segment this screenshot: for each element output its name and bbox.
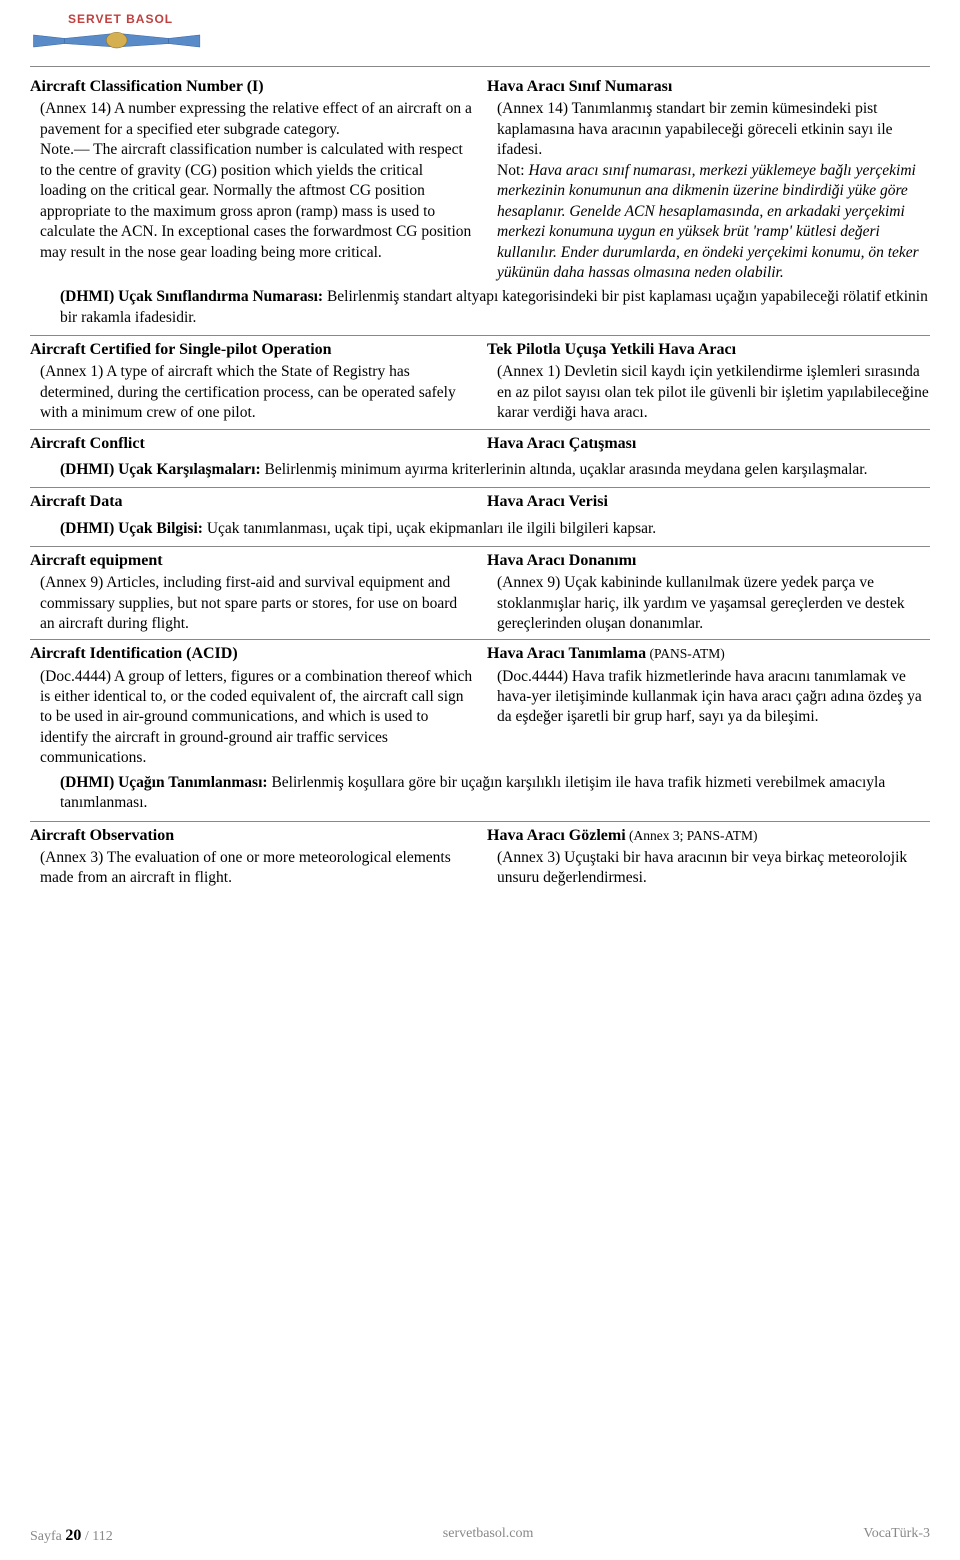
entry-title-en: Aircraft Data (30, 491, 473, 512)
header-divider (30, 66, 930, 67)
entry-body-tr: (Doc.4444) Hava trafik hizmetlerinde hav… (497, 667, 930, 728)
entry: Aircraft Conflict Hava Aracı Çatışması (… (30, 430, 930, 489)
entry: Aircraft equipment (Annex 9) Articles, i… (30, 547, 930, 640)
entry-title-en: Aircraft Certified for Single-pilot Oper… (30, 339, 473, 360)
entry: Aircraft Identification (ACID) (Doc.4444… (30, 640, 930, 821)
entry: Aircraft Data Hava Aracı Verisi (DHMI) U… (30, 488, 930, 547)
dhmi-note: (DHMI) Uçak Karşılaşmaları: Belirlenmiş … (60, 460, 930, 480)
entry-body-en: (Annex 9) Articles, including first-aid … (40, 573, 473, 634)
page-current: 20 (65, 1527, 81, 1544)
entry-title-tr: Hava Aracı Sınıf Numarası (487, 76, 930, 97)
entry-body-en: (Doc.4444) A group of letters, figures o… (40, 667, 473, 769)
entry-body-tr: (Annex 1) Devletin sicil kaydı için yetk… (497, 362, 930, 423)
footer-site: servetbasol.com (113, 1525, 864, 1546)
tr-body-italic: Hava aracı sınıf numarası, merkezi yükle… (497, 162, 919, 281)
dhmi-note: (DHMI) Uçak Sınıflandırma Numarası: Beli… (60, 287, 930, 328)
entry-title-en: Aircraft Conflict (30, 433, 473, 454)
tr-title-suffix: (PANS-ATM) (646, 646, 725, 661)
dhmi-label: (DHMI) Uçak Sınıflandırma Numarası: (60, 288, 323, 305)
entry-body-tr: (Annex 9) Uçak kabininde kullanılmak üze… (497, 573, 930, 634)
dhmi-note: (DHMI) Uçak Bilgisi: Uçak tanımlanması, … (60, 519, 930, 539)
dhmi-label: (DHMI) Uçağın Tanımlanması: (60, 774, 268, 791)
page-total: / 112 (81, 1529, 112, 1544)
entry-body-en: (Annex 3) The evaluation of one or more … (40, 848, 473, 889)
entry: Aircraft Observation (Annex 3) The evalu… (30, 822, 930, 894)
entry-title-tr: Hava Aracı Verisi (487, 491, 930, 512)
wings-emblem-icon (30, 28, 203, 54)
entry-title-tr: Hava Aracı Çatışması (487, 433, 930, 454)
entry-body-en: (Annex 1) A type of aircraft which the S… (40, 362, 473, 423)
page-label: Sayfa (30, 1529, 65, 1544)
entry-body-en: (Annex 14) A number expressing the relat… (40, 99, 473, 263)
entry: Aircraft Classification Number (I) (Anne… (30, 73, 930, 336)
entry-title-en: Aircraft Classification Number (I) (30, 76, 473, 97)
footer-docname: VocaTürk-3 (863, 1525, 930, 1546)
dhmi-text: Belirlenmiş minimum ayırma kriterlerinin… (264, 461, 867, 478)
page-footer: Sayfa 20 / 112 servetbasol.com VocaTürk-… (30, 1525, 930, 1546)
entry-title-tr: Tek Pilotla Uçuşa Yetkili Hava Aracı (487, 339, 930, 360)
header-logo: SERVET BASOL (30, 12, 930, 60)
dhmi-label: (DHMI) Uçak Karşılaşmaları: (60, 461, 261, 478)
entry-body-tr: (Annex 14) Tanımlanmış standart bir zemi… (497, 99, 930, 283)
dhmi-label: (DHMI) Uçak Bilgisi: (60, 520, 203, 537)
entry-title-en: Aircraft Identification (ACID) (30, 643, 473, 664)
entry-title-tr: Hava Aracı Donanımı (487, 550, 930, 571)
entry-title-en: Aircraft Observation (30, 825, 473, 846)
entry-title-tr: Hava Aracı Tanımlama (PANS-ATM) (487, 643, 930, 664)
tr-title-text: Hava Aracı Gözlemi (487, 827, 626, 844)
entry-title-en: Aircraft equipment (30, 550, 473, 571)
tr-title-text: Hava Aracı Tanımlama (487, 645, 646, 662)
entry-body-tr: (Annex 3) Uçuştaki bir hava aracının bir… (497, 848, 930, 889)
dhmi-note: (DHMI) Uçağın Tanımlanması: Belirlenmiş … (60, 773, 930, 814)
tr-title-suffix: (Annex 3; PANS-ATM) (626, 828, 758, 843)
page-number: Sayfa 20 / 112 (30, 1525, 113, 1546)
entry-title-tr: Hava Aracı Gözlemi (Annex 3; PANS-ATM) (487, 825, 930, 846)
header-name: SERVET BASOL (68, 12, 930, 28)
entry: Aircraft Certified for Single-pilot Oper… (30, 336, 930, 429)
dhmi-text: Uçak tanımlanması, uçak tipi, uçak ekipm… (207, 520, 656, 537)
